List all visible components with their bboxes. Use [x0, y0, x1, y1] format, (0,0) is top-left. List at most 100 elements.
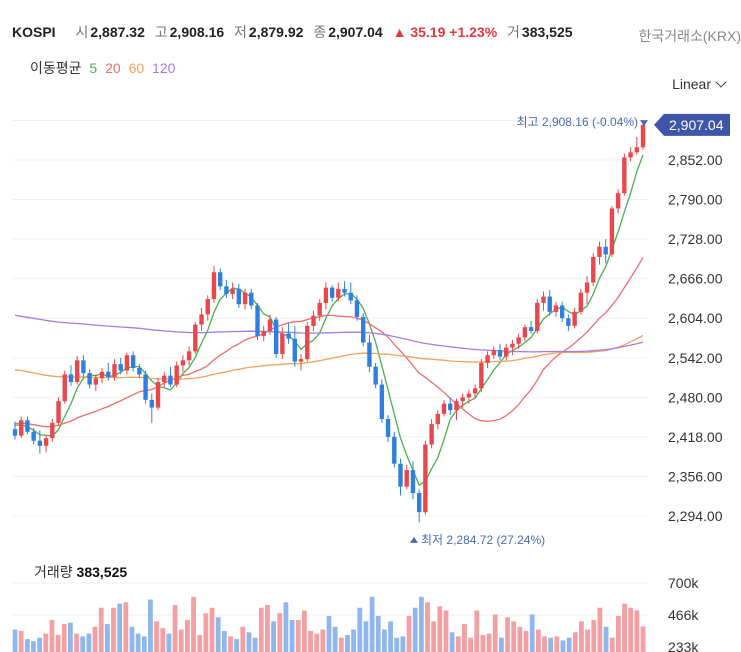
volume-bar [166, 633, 172, 652]
volume-bar [548, 637, 554, 652]
volume-bar [345, 635, 350, 652]
candle-body [143, 374, 148, 400]
volume-bar [511, 621, 517, 652]
volume-bar [141, 636, 147, 652]
candle-body [379, 384, 385, 420]
volume-bar [338, 637, 344, 652]
volume-chart[interactable]: 233k 466k 700k [0, 550, 741, 652]
price-tick-label: 2,480.00 [668, 389, 723, 405]
volume-bar [43, 633, 49, 652]
candle-body [628, 152, 633, 158]
candle-body [429, 424, 434, 445]
candle-body [130, 355, 136, 368]
volume-bar [295, 620, 301, 652]
candle-body [305, 325, 310, 360]
candle-body [410, 470, 416, 494]
volume-bar [12, 629, 18, 652]
volume-bar [640, 626, 646, 652]
candle-body [62, 374, 67, 402]
candle-body [342, 288, 347, 293]
volume-bar [283, 602, 289, 652]
volume-bar [468, 637, 474, 652]
close-value: 2,907.04 [328, 24, 383, 40]
volume-bar [314, 633, 320, 652]
candle-body [479, 362, 484, 389]
exchange-name: 한국거래소(KRX) [638, 28, 741, 44]
volume-bar [363, 621, 369, 652]
volume-bar [585, 629, 590, 652]
volume-bar [529, 614, 535, 652]
volume-bar [184, 620, 190, 652]
candle-body [423, 444, 428, 513]
candle-body [578, 292, 584, 312]
price-chart[interactable]: 2,294.00 2,356.00 2,418.00 2,480.00 2,542.00… [0, 100, 741, 550]
volume-bar [382, 629, 387, 652]
volume-bar [535, 629, 541, 652]
min-marker-icon [410, 536, 418, 543]
volume-bar [271, 621, 276, 652]
candle-body [485, 355, 490, 363]
volume-bar [252, 637, 258, 652]
current-price-label: 2,907.04 [669, 117, 724, 133]
volume-bar [351, 629, 357, 652]
candle-body [43, 438, 49, 446]
candle-body [360, 316, 366, 343]
volume-bar [246, 632, 252, 652]
volume-bar [178, 629, 184, 652]
moving-average-legend[interactable]: 이동평균 5 20 60 120 [30, 58, 179, 78]
volume-bar [31, 641, 36, 652]
candle-body [12, 429, 18, 436]
candle-body [491, 350, 496, 356]
min-annotation: 최저 2,284.72 (27.24%) [421, 533, 545, 547]
candle-body [466, 393, 472, 398]
candle-body [354, 300, 360, 317]
candle-body [566, 318, 571, 326]
volume-bar [425, 602, 430, 652]
volume-bar [579, 621, 584, 652]
candle-body [348, 292, 353, 301]
volume-bar [572, 632, 578, 652]
volume-bar [24, 639, 30, 652]
candle-body [373, 366, 378, 385]
volume-bar [258, 607, 264, 652]
scale-selector[interactable]: Linear [672, 76, 727, 92]
volume-bar [480, 635, 486, 652]
candle-body [112, 364, 117, 377]
volume-bar [615, 615, 621, 652]
ma-60[interactable]: 60 [128, 60, 145, 76]
volume-bar [160, 628, 166, 652]
volume-bar [517, 626, 523, 652]
candle-body [603, 246, 608, 255]
candle-body [392, 436, 397, 464]
volume-bar [332, 626, 338, 652]
candle-body [99, 371, 105, 379]
volume-bar [591, 620, 597, 652]
volume-bar [394, 637, 400, 652]
volume-bar [369, 596, 375, 652]
candle-body [242, 292, 248, 305]
price-tick-label: 2,790.00 [668, 192, 723, 208]
candle-body [622, 157, 627, 194]
candle-body [292, 338, 298, 362]
volume-bar [215, 617, 221, 652]
ma-5[interactable]: 5 [89, 60, 98, 76]
volume-bar [74, 633, 79, 652]
candle-body [186, 351, 192, 361]
volume-bar [388, 621, 393, 652]
quote-header: KOSPI 시 2,887.32 고 2,908.16 저 2,879.92 종 2,9… [12, 22, 573, 42]
candle-body [640, 124, 646, 148]
volume-bar [320, 629, 326, 652]
candle-body [93, 378, 99, 385]
candle-body [416, 493, 422, 513]
volume-bar [455, 636, 461, 652]
volume-bar [449, 632, 455, 652]
ma-120[interactable]: 120 [152, 60, 176, 76]
candle-body [37, 440, 43, 446]
candle-body [106, 371, 111, 377]
close-label: 종 [313, 24, 327, 40]
volume-title: 거래량 383,525 [34, 562, 127, 582]
ma-20[interactable]: 20 [105, 60, 121, 76]
price-tick-label: 2,418.00 [668, 429, 723, 445]
volume-bar [542, 636, 547, 652]
candle-body [149, 399, 154, 408]
